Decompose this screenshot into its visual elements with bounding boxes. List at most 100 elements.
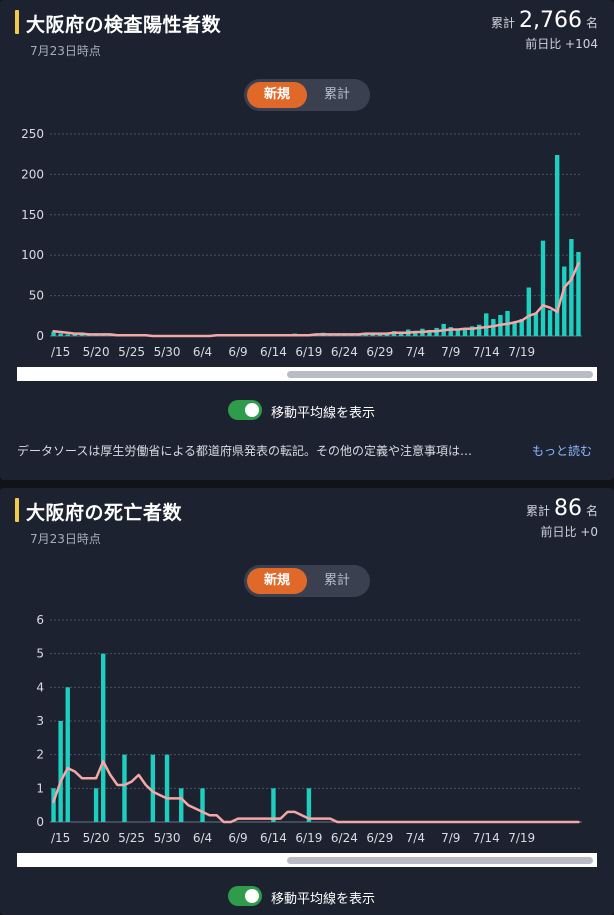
total-value: 86 xyxy=(553,496,582,521)
toggle-new-button[interactable]: 新規 xyxy=(247,568,307,594)
total-summary: 累計 2,766 名 前日比 +104 xyxy=(491,8,598,52)
read-more-link[interactable]: もっと読む xyxy=(532,444,593,458)
x-tick-label: 6/29 xyxy=(366,831,393,845)
x-tick-label: 5/30 xyxy=(154,831,181,845)
moving-average-line xyxy=(52,760,580,824)
x-tick-label: 6/19 xyxy=(295,831,322,845)
bar xyxy=(427,330,432,336)
bar xyxy=(65,334,70,336)
x-tick-label: 6/29 xyxy=(366,345,393,359)
title-accent-bar xyxy=(15,498,19,522)
diff-value: +104 xyxy=(565,37,598,51)
bar xyxy=(363,334,368,336)
bar xyxy=(51,331,56,336)
x-tick-label: /15 xyxy=(51,345,70,359)
switch-knob xyxy=(245,889,259,903)
bar xyxy=(562,266,567,336)
total-unit: 名 xyxy=(585,504,598,518)
y-tick-label: 150 xyxy=(21,208,44,222)
y-tick-label: 4 xyxy=(36,680,44,694)
diff-value: +0 xyxy=(580,525,598,539)
positives-chart: 0 50 100 150 200 250/15 5/20 5/25 5/30 6/4 6/9 6/14… xyxy=(21,127,582,359)
x-tick-label: 6/9 xyxy=(228,831,247,845)
bar xyxy=(462,327,468,336)
total-label: 累計 xyxy=(490,16,515,30)
bar xyxy=(519,319,524,336)
y-tick-label: 6 xyxy=(36,613,44,627)
bar xyxy=(448,327,453,336)
bar xyxy=(576,251,581,336)
x-tick-label: 7/9 xyxy=(441,345,460,359)
bar xyxy=(469,326,475,336)
y-tick-label: 250 xyxy=(21,127,44,141)
bar xyxy=(65,687,70,822)
bar xyxy=(101,653,106,822)
total-label: 累計 xyxy=(525,504,550,518)
card-title: 大阪府の死亡者数 xyxy=(26,502,183,524)
bar xyxy=(93,788,99,822)
view-toggle: 新規 累計 xyxy=(244,565,370,597)
moving-average-switch[interactable] xyxy=(228,886,262,906)
x-tick-label: 6/4 xyxy=(193,831,212,845)
diff-line: 前日比 +0 xyxy=(526,523,598,540)
x-tick-label: /15 xyxy=(51,831,70,845)
bar xyxy=(512,321,517,336)
y-tick-label: 2 xyxy=(36,748,44,762)
bar xyxy=(122,754,127,822)
x-tick-label: 5/25 xyxy=(118,345,145,359)
x-tick-label: 7/19 xyxy=(508,831,535,845)
bar xyxy=(164,754,170,822)
x-tick-label: 6/4 xyxy=(193,345,212,359)
x-tick-label: 7/4 xyxy=(406,831,425,845)
card-title: 大阪府の検査陽性者数 xyxy=(26,14,222,36)
bar xyxy=(533,313,539,336)
switch-knob xyxy=(245,403,259,417)
x-tick-label: 7/19 xyxy=(508,345,535,359)
bar xyxy=(200,788,205,822)
bar xyxy=(58,721,63,822)
moving-average-switch[interactable] xyxy=(228,400,262,420)
y-tick-label: 3 xyxy=(36,714,44,728)
positives-card: 大阪府の検査陽性者数 7月23日時点 累計 2,766 名 前日比 +104 新規 … xyxy=(0,0,614,480)
diff-label: 前日比 xyxy=(540,525,577,539)
total-summary: 累計 86 名 前日比 +0 xyxy=(526,496,598,540)
chart-scrollbar[interactable] xyxy=(17,853,597,867)
bar xyxy=(476,324,482,336)
bar xyxy=(306,788,312,822)
bar xyxy=(58,333,63,336)
bar xyxy=(569,239,574,336)
x-tick-label: 5/20 xyxy=(83,345,110,359)
y-tick-label: 5 xyxy=(36,647,44,661)
moving-average-line xyxy=(52,262,580,338)
as-of-date: 7月23日時点 xyxy=(30,44,101,58)
x-tick-label: 5/20 xyxy=(83,831,110,845)
toggle-cumulative-button[interactable]: 累計 xyxy=(323,573,350,588)
toggle-new-button[interactable]: 新規 xyxy=(247,82,307,108)
deaths-chart: 0 1 2 3 4 5 6/15 5/20 5/25 5/30 6/4 6/9 6/14 6/19 6/24… xyxy=(36,613,582,845)
y-tick-label: 50 xyxy=(29,289,44,303)
scrollbar-thumb[interactable] xyxy=(287,371,593,378)
y-tick-label: 200 xyxy=(21,167,44,181)
bar xyxy=(150,754,156,822)
toggle-cumulative-button[interactable]: 累計 xyxy=(323,87,350,102)
chart-scrollbar[interactable] xyxy=(17,367,597,381)
total-line: 累計 2,766 名 xyxy=(491,8,598,33)
scrollbar-thumb[interactable] xyxy=(287,857,593,864)
x-tick-label: 6/9 xyxy=(228,345,247,359)
y-tick-label: 100 xyxy=(21,248,44,262)
bar xyxy=(413,331,418,336)
x-tick-label: 7/14 xyxy=(473,345,500,359)
y-tick-label: 0 xyxy=(36,329,44,343)
as-of-date: 7月23日時点 xyxy=(30,532,101,546)
x-tick-label: 5/30 xyxy=(154,345,181,359)
bar xyxy=(79,334,85,336)
diff-line: 前日比 +104 xyxy=(491,35,598,52)
y-tick-label: 1 xyxy=(36,781,44,795)
bar xyxy=(51,788,56,822)
total-line: 累計 86 名 xyxy=(526,496,598,521)
x-tick-label: 7/14 xyxy=(473,831,500,845)
total-value: 2,766 xyxy=(519,8,582,33)
x-tick-label: 6/24 xyxy=(331,831,358,845)
x-tick-label: 7/4 xyxy=(406,345,425,359)
bar xyxy=(455,328,461,336)
